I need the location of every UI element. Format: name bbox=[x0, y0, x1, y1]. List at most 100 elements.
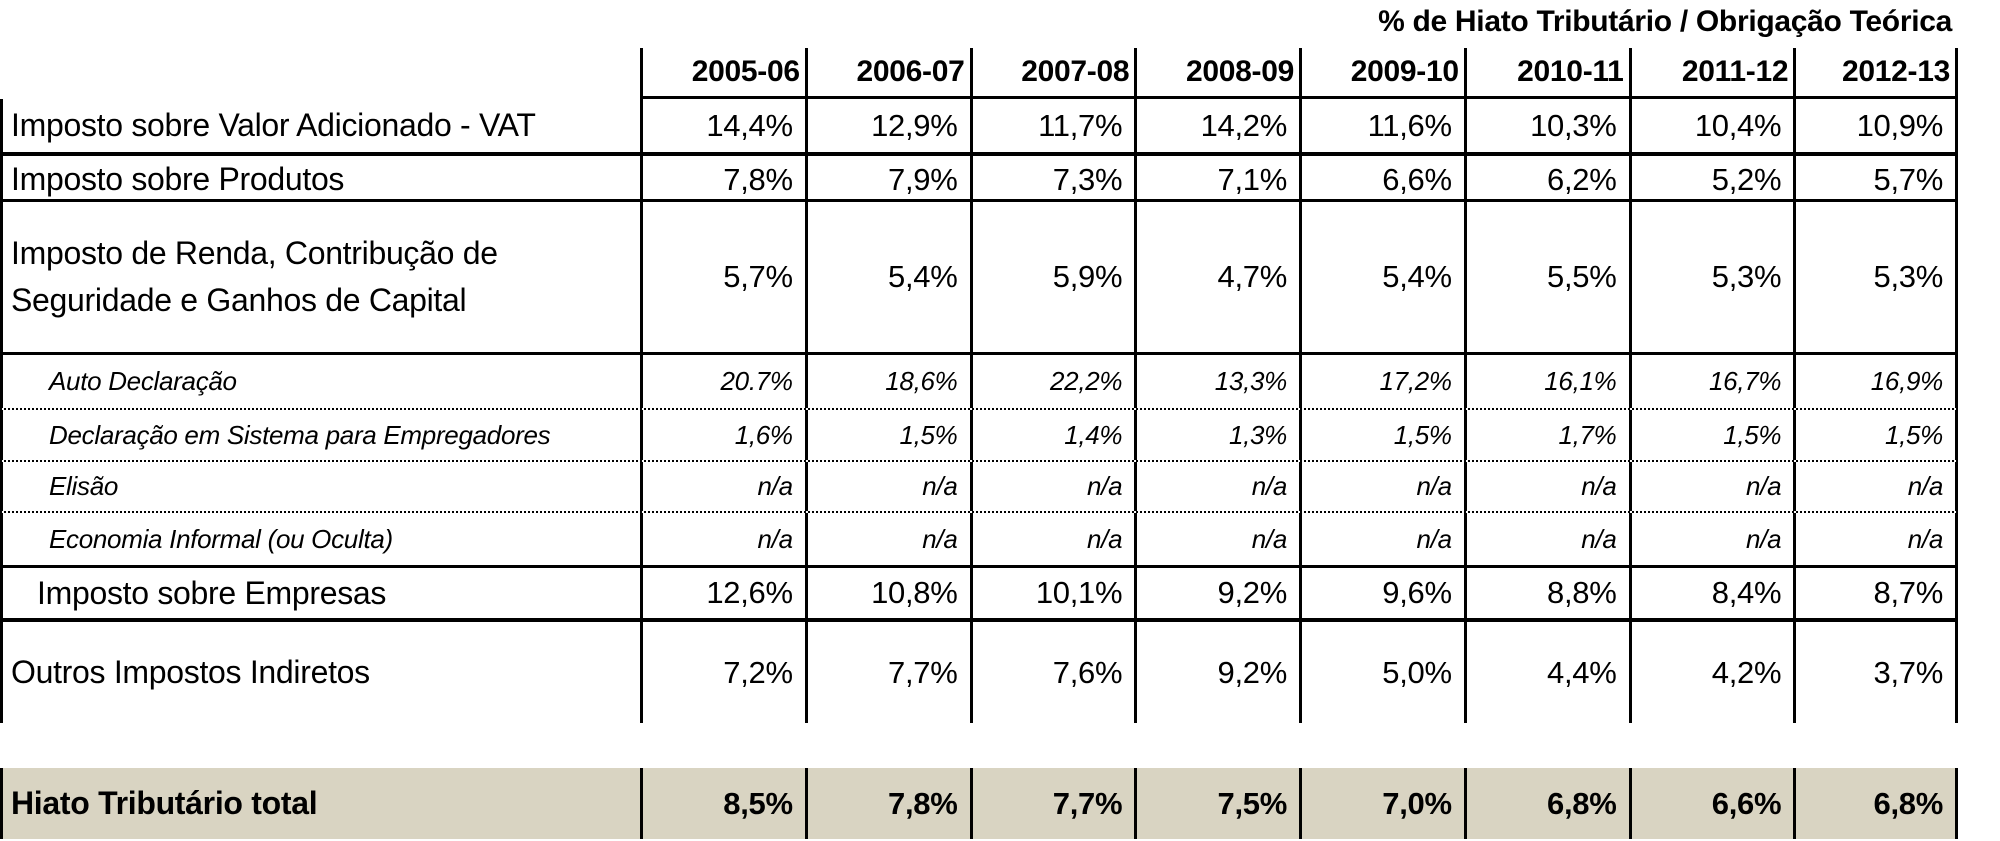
cell-value: 16,1% bbox=[1463, 355, 1629, 408]
cell-value: 16,7% bbox=[1628, 355, 1794, 408]
table-row: Elisão n/a n/a n/a n/a n/a n/a n/a n/a bbox=[0, 462, 1958, 513]
table-row: Imposto sobre Empresas 12,6% 10,8% 10,1% 9,2… bbox=[0, 568, 1958, 622]
cell-value: 22,2% bbox=[969, 355, 1135, 408]
cell-value: n/a bbox=[1134, 462, 1299, 511]
cell-value: n/a bbox=[1793, 513, 1958, 565]
cell-value: 17,2% bbox=[1299, 355, 1464, 408]
cell-value: 10,3% bbox=[1463, 99, 1629, 152]
row-label: Imposto de Renda, Contribução de Segurid… bbox=[0, 202, 640, 352]
cell-value: n/a bbox=[1628, 513, 1794, 565]
cell-value: n/a bbox=[969, 462, 1135, 511]
header-spacer bbox=[0, 48, 640, 99]
cell-value: 7,7% bbox=[804, 622, 970, 723]
cell-value: 12,6% bbox=[640, 568, 805, 618]
cell-value: 20.7% bbox=[640, 355, 805, 408]
spacer-row bbox=[0, 723, 1958, 768]
total-value: 6,6% bbox=[1628, 768, 1794, 839]
total-value: 8,5% bbox=[640, 768, 805, 839]
cell-value: n/a bbox=[969, 513, 1135, 565]
cell-value: 10,8% bbox=[804, 568, 970, 618]
cell-value: 5,0% bbox=[1299, 622, 1464, 723]
cell-value: n/a bbox=[1134, 513, 1299, 565]
cell-value: 5,2% bbox=[1628, 156, 1794, 203]
cell-value: n/a bbox=[1299, 462, 1464, 511]
cell-value: n/a bbox=[1793, 462, 1958, 511]
cell-value: 1,4% bbox=[969, 410, 1135, 460]
cell-value: 10,4% bbox=[1628, 99, 1794, 152]
cell-value: 10,1% bbox=[969, 568, 1135, 618]
cell-value: n/a bbox=[640, 462, 805, 511]
table-title: % de Hiato Tributário / Obrigação Teóric… bbox=[1378, 5, 1952, 38]
cell-value: 8,8% bbox=[1463, 568, 1629, 618]
cell-value: n/a bbox=[640, 513, 805, 565]
cell-value: 11,6% bbox=[1299, 99, 1464, 152]
table-row: Auto Declaração 20.7% 18,6% 22,2% 13,3% 17,2%… bbox=[0, 355, 1958, 410]
cell-value: 6,6% bbox=[1299, 156, 1464, 203]
cell-value: 8,4% bbox=[1628, 568, 1794, 618]
cell-value: 7,9% bbox=[804, 156, 970, 203]
cell-value: 1,5% bbox=[804, 410, 970, 460]
cell-value: n/a bbox=[1463, 462, 1629, 511]
row-label: Auto Declaração bbox=[0, 355, 640, 408]
total-value: 7,5% bbox=[1134, 768, 1299, 839]
cell-value: 5,4% bbox=[1299, 202, 1464, 352]
column-header: 2011-12 bbox=[1628, 48, 1794, 99]
cell-value: 1,5% bbox=[1628, 410, 1794, 460]
cell-value: 10,9% bbox=[1793, 99, 1958, 152]
cell-value: 7,1% bbox=[1134, 156, 1299, 203]
cell-value: 5,3% bbox=[1793, 202, 1958, 352]
total-value: 6,8% bbox=[1463, 768, 1629, 839]
total-value: 6,8% bbox=[1793, 768, 1958, 839]
table-body: Imposto sobre Valor Adicionado - VAT 14,4… bbox=[0, 99, 1958, 723]
cell-value: n/a bbox=[804, 462, 970, 511]
cell-value: 1,3% bbox=[1134, 410, 1299, 460]
column-header: 2010-11 bbox=[1463, 48, 1629, 99]
row-label: Economia Informal (ou Oculta) bbox=[0, 513, 640, 565]
cell-value: 1,5% bbox=[1793, 410, 1958, 460]
table-row: Declaração em Sistema para Empregadores 1… bbox=[0, 410, 1958, 462]
cell-value: 9,2% bbox=[1134, 568, 1299, 618]
cell-value: 7,8% bbox=[640, 156, 805, 203]
row-label: Outros Impostos Indiretos bbox=[0, 622, 640, 723]
year-header-row: 2005-06 2006-07 2007-08 2008-09 2009-10 2010-… bbox=[0, 48, 1958, 99]
column-header: 2006-07 bbox=[804, 48, 970, 99]
cell-value: n/a bbox=[804, 513, 970, 565]
cell-value: 5,7% bbox=[640, 202, 805, 352]
table-row: Imposto sobre Produtos 7,8% 7,9% 7,3% 7,1% 6,… bbox=[0, 156, 1958, 203]
table-row: Imposto de Renda, Contribução de Segurid… bbox=[0, 202, 1958, 355]
row-label: Imposto sobre Empresas bbox=[0, 568, 640, 618]
cell-value: 5,9% bbox=[969, 202, 1135, 352]
cell-value: 7,3% bbox=[969, 156, 1135, 203]
cell-value: n/a bbox=[1628, 462, 1794, 511]
table-row: Outros Impostos Indiretos 7,2% 7,7% 7,6% 9,2… bbox=[0, 622, 1958, 723]
cell-value: 1,7% bbox=[1463, 410, 1629, 460]
total-row: Hiato Tributário total 8,5% 7,8% 7,7% 7,5% 7… bbox=[0, 768, 1958, 839]
cell-value: 5,4% bbox=[804, 202, 970, 352]
total-value: 7,7% bbox=[969, 768, 1135, 839]
cell-value: 1,5% bbox=[1299, 410, 1464, 460]
column-header: 2005-06 bbox=[640, 48, 805, 99]
cell-value: 5,5% bbox=[1463, 202, 1629, 352]
cell-value: 12,9% bbox=[804, 99, 970, 152]
cell-value: 5,7% bbox=[1793, 156, 1958, 203]
cell-value: 4,7% bbox=[1134, 202, 1299, 352]
cell-value: 4,4% bbox=[1463, 622, 1629, 723]
cell-value: n/a bbox=[1463, 513, 1629, 565]
cell-value: 11,7% bbox=[969, 99, 1135, 152]
row-label: Imposto sobre Produtos bbox=[0, 156, 640, 203]
column-header: 2008-09 bbox=[1134, 48, 1299, 99]
table-row: Economia Informal (ou Oculta) n/a n/a n/a n/… bbox=[0, 513, 1958, 568]
cell-value: 9,6% bbox=[1299, 568, 1464, 618]
cell-value: n/a bbox=[1299, 513, 1464, 565]
row-label: Declaração em Sistema para Empregadores bbox=[0, 410, 640, 460]
cell-value: 7,2% bbox=[640, 622, 805, 723]
cell-value: 8,7% bbox=[1793, 568, 1958, 618]
cell-value: 18,6% bbox=[804, 355, 970, 408]
total-value: 7,8% bbox=[804, 768, 970, 839]
row-label: Elisão bbox=[0, 462, 640, 511]
cell-value: 7,6% bbox=[969, 622, 1135, 723]
table-row: Imposto sobre Valor Adicionado - VAT 14,4… bbox=[0, 99, 1958, 156]
total-label: Hiato Tributário total bbox=[0, 768, 640, 839]
cell-value: 1,6% bbox=[640, 410, 805, 460]
cell-value: 9,2% bbox=[1134, 622, 1299, 723]
